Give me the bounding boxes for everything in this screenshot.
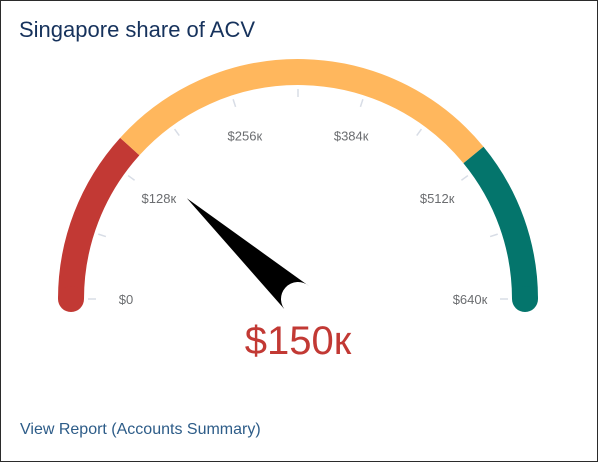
gauge-chart: $0 $128к $256к $384к $512к $640к $150к bbox=[58, 59, 538, 363]
gauge-tick-label-0: $0 bbox=[119, 292, 133, 307]
gauge-major-ticks bbox=[88, 99, 508, 300]
gauge-tick-labels: $0 $128к $256к $384к $512к $640к bbox=[119, 128, 488, 307]
gauge-minor-tick-4 bbox=[489, 233, 498, 238]
gauge-minor-tick-0 bbox=[98, 233, 107, 238]
gauge-minor-ticks bbox=[98, 89, 498, 238]
gauge-tick-label-5: $640к bbox=[453, 292, 488, 307]
gauge-band-cap-end bbox=[512, 286, 538, 312]
gauge-needle bbox=[186, 198, 310, 312]
view-report-link[interactable]: View Report (Accounts Summary) bbox=[20, 421, 261, 438]
gauge-band-cap-start bbox=[58, 286, 84, 312]
gauge-value-label: $150к bbox=[245, 319, 352, 363]
gauge-minor-tick-1 bbox=[173, 128, 180, 137]
gauge-bands bbox=[58, 59, 538, 312]
gauge-minor-tick-3 bbox=[416, 128, 423, 137]
gauge-major-tick-3 bbox=[359, 99, 364, 108]
gauge-major-tick-1 bbox=[127, 174, 136, 181]
gauge-major-tick-2 bbox=[232, 99, 237, 108]
gauge-band-0 bbox=[58, 137, 140, 300]
card-title: Singapore share of ACV bbox=[19, 17, 256, 42]
gauge-tick-label-3: $384к bbox=[334, 128, 369, 143]
gauge-needle-shape bbox=[186, 198, 310, 312]
gauge-band-2 bbox=[463, 146, 538, 300]
gauge-tick-label-1: $128к bbox=[142, 191, 177, 206]
gauge-band-1 bbox=[120, 59, 484, 164]
gauge-tick-label-2: $256к bbox=[228, 128, 263, 143]
gauge-tick-label-4: $512к bbox=[420, 191, 455, 206]
gauge-major-tick-4 bbox=[460, 174, 469, 181]
